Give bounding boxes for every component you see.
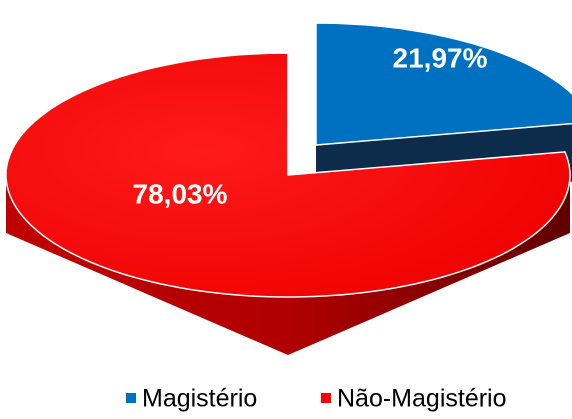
legend-label: Não-Magistério	[337, 385, 507, 413]
slice	[5, 52, 571, 298]
legend-swatch	[321, 393, 331, 403]
value-label: 78,03%	[133, 178, 228, 209]
legend-label: Magistério	[142, 385, 257, 413]
slice-side	[6, 175, 570, 355]
value-label: 21,97%	[393, 42, 488, 73]
slice	[315, 22, 572, 146]
legend-swatch	[126, 393, 136, 403]
